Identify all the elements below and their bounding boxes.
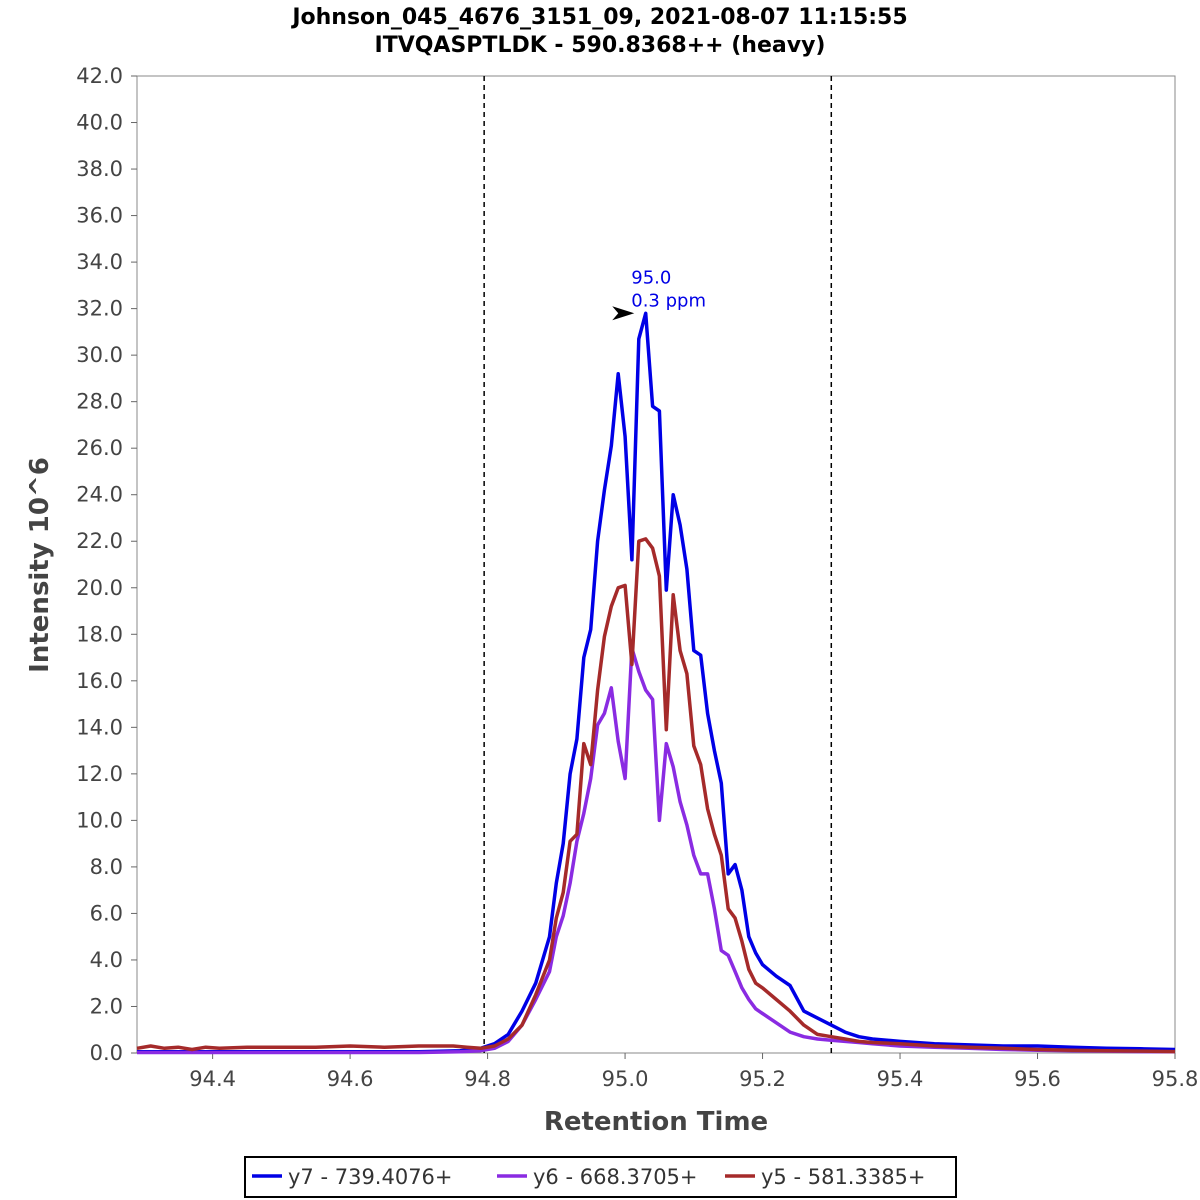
y-tick-label: 36.0	[76, 204, 123, 228]
y-axis-title: Intensity 10^6	[25, 457, 55, 673]
x-tick-label: 94.8	[464, 1067, 511, 1091]
y-tick-label: 20.0	[76, 576, 123, 600]
chart-subtitle: ITVQASPTLDK - 590.8368++ (heavy)	[375, 33, 826, 58]
y-tick-label: 38.0	[76, 157, 123, 181]
legend-label-y7: y7 - 739.4076+	[288, 1165, 453, 1189]
legend: y7 - 739.4076+ y6 - 668.3705+ y5 - 581.338…	[244, 1156, 957, 1198]
boundary-lines	[483, 76, 833, 1053]
y-tick-label: 18.0	[76, 622, 123, 646]
y-tick-label: 40.0	[76, 111, 123, 135]
legend-label-y6: y6 - 668.3705+	[533, 1165, 698, 1189]
y-tick-label: 24.0	[76, 483, 123, 507]
series-line-y5	[136, 537, 1176, 1054]
y-tick-label: 12.0	[76, 762, 123, 786]
y-tick-label: 6.0	[90, 901, 123, 925]
y-tick-label: 0.0	[90, 1041, 123, 1065]
x-axis: 94.4 94.6 94.8 95.0 95.2 95.4 95.6 95.8	[189, 1053, 1198, 1091]
x-tick-label: 94.4	[189, 1067, 236, 1091]
peak-rt-label: 95.0	[631, 267, 671, 288]
y-tick-label: 4.0	[90, 948, 123, 972]
peak-arrow-icon	[612, 306, 635, 321]
x-axis-title: Retention Time	[544, 1107, 768, 1137]
y-tick-label: 2.0	[90, 994, 123, 1018]
x-tick-label: 94.6	[327, 1067, 374, 1091]
y-tick-label: 10.0	[76, 808, 123, 832]
y-tick-label: 34.0	[76, 250, 123, 274]
legend-box	[244, 1156, 957, 1198]
series-group	[136, 311, 1176, 1055]
chart-title: Johnson_045_4676_3151_09, 2021-08-07 11:…	[290, 5, 907, 30]
y-tick-label: 30.0	[76, 343, 123, 367]
x-tick-label: 95.8	[1152, 1067, 1199, 1091]
y-tick-label: 42.0	[76, 64, 123, 88]
peak-ppm-label: 0.3 ppm	[631, 290, 706, 311]
y-axis: 0.0 2.0 4.0 6.0 8.0 10.0 12.0 14.0 16.0 18.0 20.0 2…	[76, 64, 137, 1065]
x-tick-label: 95.0	[602, 1067, 649, 1091]
y-tick-label: 32.0	[76, 297, 123, 321]
y-tick-label: 8.0	[90, 855, 123, 879]
series-line-y7	[137, 311, 1176, 1054]
y-tick-label: 26.0	[76, 436, 123, 460]
y-tick-label: 28.0	[76, 390, 123, 414]
y-tick-label: 16.0	[76, 669, 123, 693]
legend-label-y5: y5 - 581.3385+	[761, 1165, 926, 1189]
x-tick-label: 95.2	[739, 1067, 786, 1091]
x-tick-label: 95.4	[877, 1067, 924, 1091]
x-tick-label: 95.6	[1014, 1067, 1061, 1091]
peak-annotation: 95.0 0.3 ppm	[612, 267, 706, 321]
y-tick-label: 14.0	[76, 715, 123, 739]
y-tick-label: 22.0	[76, 529, 123, 553]
